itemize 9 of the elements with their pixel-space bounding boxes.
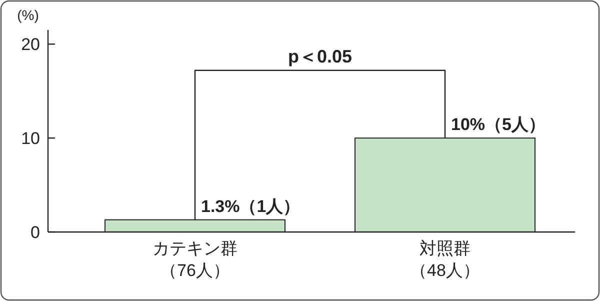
x-tick-label: カテキン群（76人） bbox=[152, 239, 238, 280]
annotation: p＜0.05 bbox=[288, 46, 352, 66]
data-label: 10%（5人） bbox=[451, 115, 546, 134]
y-axis-title: (%) bbox=[17, 7, 39, 23]
x-tick-label: 対照群（48人） bbox=[410, 239, 480, 280]
y-tick-label: 20 bbox=[21, 35, 40, 54]
y-tick-label: 10 bbox=[21, 129, 40, 148]
data-label: 1.3%（1人） bbox=[201, 196, 300, 216]
y-tick-label: 0 bbox=[30, 223, 40, 242]
